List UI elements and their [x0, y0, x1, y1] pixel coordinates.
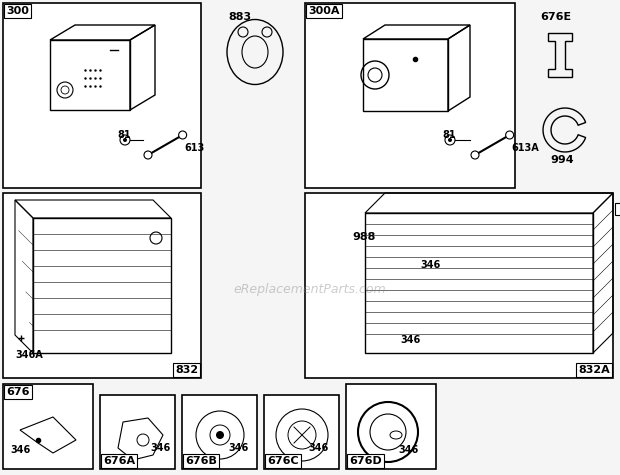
- Bar: [182, 395, 257, 469]
- Circle shape: [216, 431, 224, 439]
- Bar: [3, 384, 93, 469]
- Circle shape: [144, 151, 152, 159]
- Bar: [3, 193, 201, 378]
- Text: eReplacementParts.com: eReplacementParts.com: [234, 284, 386, 296]
- Circle shape: [123, 138, 127, 142]
- Circle shape: [448, 138, 452, 142]
- Text: 883: 883: [228, 12, 251, 22]
- Bar: [264, 395, 339, 469]
- Text: 300: 300: [6, 6, 29, 16]
- Bar: [346, 384, 436, 469]
- Text: 676C: 676C: [267, 456, 299, 466]
- Text: 676: 676: [6, 387, 30, 397]
- Text: 613: 613: [185, 143, 205, 153]
- Text: 346: 346: [398, 445, 419, 455]
- Text: 988: 988: [352, 232, 375, 242]
- Circle shape: [506, 131, 513, 139]
- Text: 676E: 676E: [540, 12, 571, 22]
- Bar: [363, 39, 448, 111]
- Circle shape: [179, 131, 187, 139]
- Text: 676B: 676B: [185, 456, 217, 466]
- Text: 346A: 346A: [15, 350, 43, 360]
- Text: 832: 832: [175, 365, 198, 375]
- Bar: [50, 40, 130, 110]
- Text: 81: 81: [117, 130, 131, 140]
- Text: 81: 81: [442, 130, 456, 140]
- Bar: [305, 3, 515, 188]
- Text: 346: 346: [308, 443, 328, 453]
- Bar: [615, 203, 620, 215]
- Text: 346: 346: [400, 335, 420, 345]
- Text: 300A: 300A: [308, 6, 340, 16]
- Bar: [3, 3, 201, 188]
- Text: 832A: 832A: [578, 365, 610, 375]
- Text: 346: 346: [228, 443, 248, 453]
- Text: 346: 346: [150, 443, 170, 453]
- Bar: [100, 395, 175, 469]
- Circle shape: [471, 151, 479, 159]
- Text: 346: 346: [420, 260, 440, 270]
- Text: 676D: 676D: [349, 456, 382, 466]
- Text: 613A: 613A: [512, 143, 539, 153]
- Text: 994: 994: [550, 155, 574, 165]
- Bar: [305, 193, 613, 378]
- Text: 346: 346: [10, 445, 30, 455]
- Text: 676A: 676A: [103, 456, 135, 466]
